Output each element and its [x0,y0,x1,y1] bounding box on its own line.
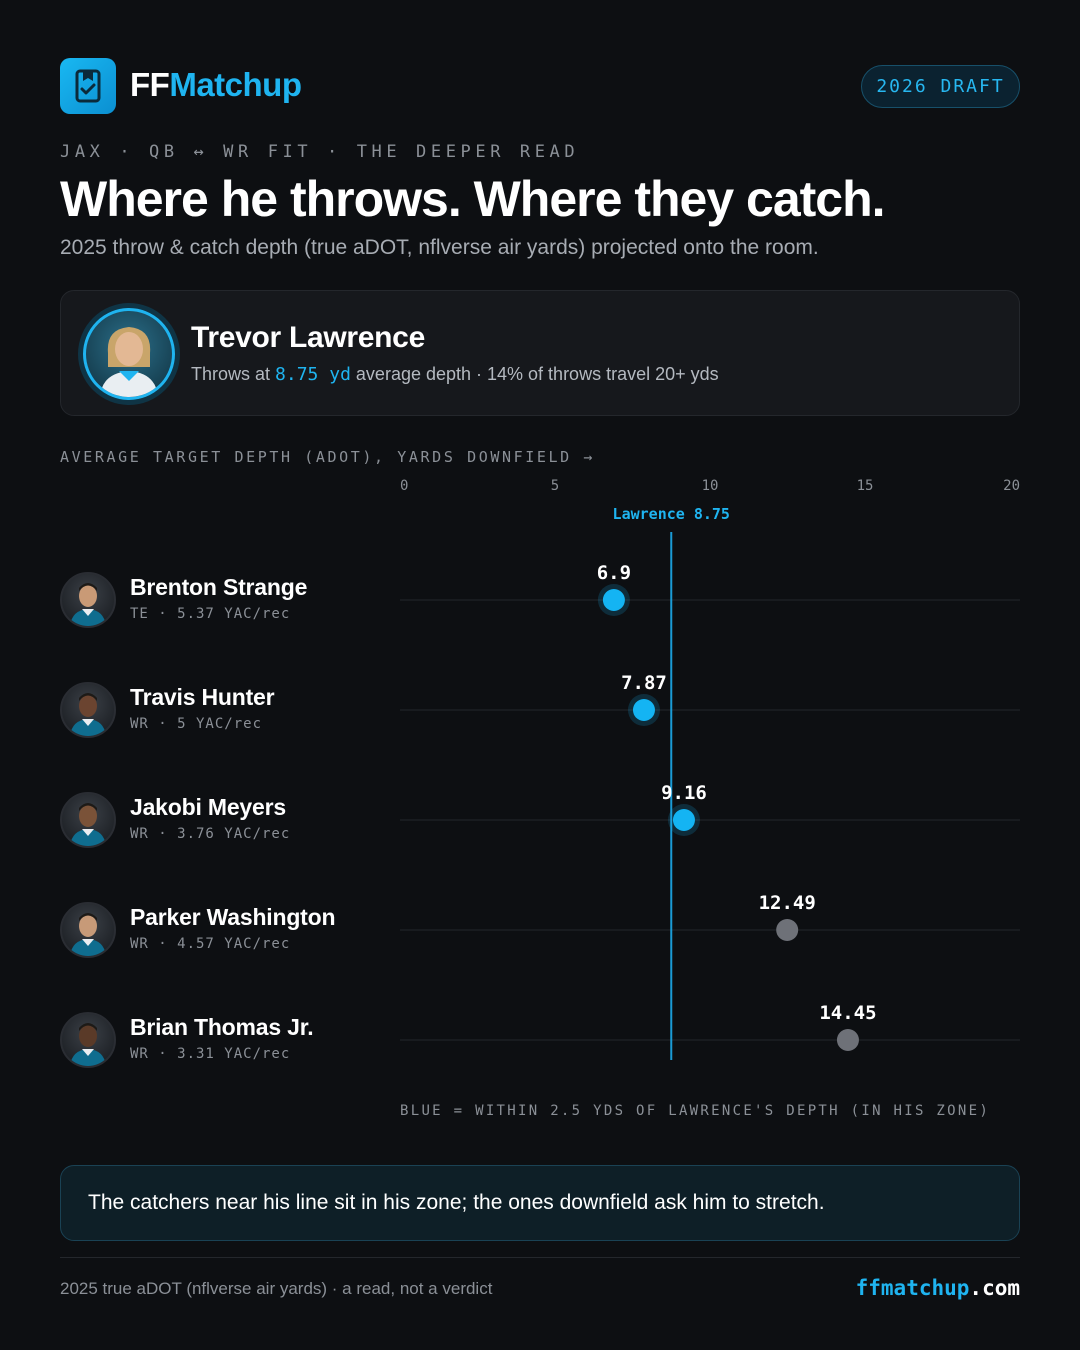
data-label: 12.49 [759,892,816,914]
qb-desc-suffix: average depth · 14% of throws travel 20+… [355,364,719,384]
qb-depth-value: 8.75 yd [275,364,351,385]
data-point [776,919,799,941]
player-headshot-icon [70,1023,106,1066]
player-headshot-icon [70,583,106,626]
data-point [672,809,695,831]
player-headshot-icon [70,913,106,956]
bookmark-check-icon [75,69,101,103]
callout: The catchers near his line sit in his zo… [60,1165,1020,1241]
data-point [836,1029,859,1051]
logo-icon [60,58,116,114]
axis-title: AVERAGE TARGET DEPTH (ADOT), YARDS DOWNF… [60,448,596,466]
domain-tld: .com [969,1276,1020,1300]
reference-line-label: Lawrence 8.75 [613,505,730,523]
legend-note: BLUE = WITHIN 2.5 YDS OF LAWRENCE'S DEPT… [400,1103,991,1119]
adot-chart: 0 5 10 15 20 Lawrence 8.75 6.9 7.87 9.16 12.49 14.… [400,478,1020,1060]
tick-label: 20 [1003,478,1020,494]
player-name: Brenton Strange [130,574,308,600]
eyebrow: JAX · QB ↔ WR FIT · THE DEEPER READ [60,142,580,162]
data-label: 9.16 [661,782,707,804]
footer-domain[interactable]: ffmatchup.com [856,1276,1020,1300]
subtitle: 2025 throw & catch depth (true aDOT, nfl… [60,236,819,259]
player-meta: WR · 5 YAC/rec [130,716,263,732]
data-point [632,699,655,721]
tick-label: 15 [857,478,874,494]
player-avatar [60,902,116,958]
player-avatar [60,682,116,738]
player-headshot-icon [100,327,158,397]
logo-ff: FF [130,66,170,103]
data-label: 6.9 [597,562,631,584]
player-meta: TE · 5.37 YAC/rec [130,606,291,622]
divider [60,1257,1020,1258]
tick-label: 5 [551,478,559,494]
domain-name: ffmatchup [855,1276,970,1300]
draft-badge: 2026 DRAFT [861,65,1020,108]
page-title: Where he throws. Where they catch. [60,171,886,227]
data-label: 14.45 [819,1002,876,1024]
data-label: 7.87 [621,672,667,694]
data-point [602,589,625,611]
player-name: Brian Thomas Jr. [130,1014,314,1040]
player-avatar [60,792,116,848]
player-avatar [60,1012,116,1068]
qb-name: Trevor Lawrence [191,321,425,354]
player-headshot-icon [70,803,106,846]
player-meta: WR · 4.57 YAC/rec [130,936,291,952]
player-name: Jakobi Meyers [130,794,286,820]
logo-matchup: Matchup [169,66,302,103]
player-headshot-icon [70,693,106,736]
tick-label: 0 [400,478,408,494]
player-name: Parker Washington [130,904,336,930]
qb-avatar [83,308,175,400]
player-meta: WR · 3.31 YAC/rec [130,1046,291,1062]
player-avatar [60,572,116,628]
tick-label: 10 [702,478,719,494]
qb-description: Throws at 8.75 yd average depth · 14% of… [191,364,719,385]
player-meta: WR · 3.76 YAC/rec [130,826,291,842]
player-name: Travis Hunter [130,684,275,710]
qb-desc-prefix: Throws at [191,364,271,384]
qb-card: Trevor Lawrence Throws at 8.75 yd averag… [60,290,1020,416]
footer-note: 2025 true aDOT (nflverse air yards) · a … [60,1279,493,1298]
brand-logo: FFMatchup [130,66,302,104]
